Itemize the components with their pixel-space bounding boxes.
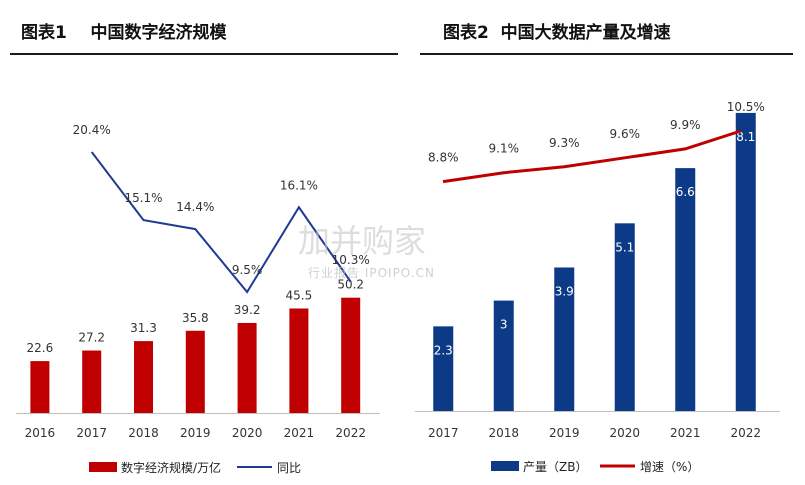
chart2-line-label: 9.9% <box>670 118 701 132</box>
chart2-x-tick: 2017 <box>428 426 459 440</box>
watermark-main: 加并购家 <box>298 222 426 260</box>
chart2-line-label: 8.8% <box>428 151 459 165</box>
chart1-bar <box>237 322 257 413</box>
chart1-bar-label: 27.2 <box>78 331 105 345</box>
chart1-line-label: 16.1% <box>280 178 318 192</box>
chart2-bar <box>735 112 756 412</box>
chart2-x-tick: 2020 <box>609 426 640 440</box>
chart1-bar <box>30 361 50 413</box>
chart1-x-tick: 2020 <box>232 426 263 440</box>
chart1-x-tick: 2019 <box>180 426 211 440</box>
chart1-x-tick: 2022 <box>335 426 366 440</box>
chart1-line-label: 14.4% <box>176 200 214 214</box>
chart2-line-label: 10.5% <box>727 100 765 114</box>
chart2-legend-bar-label: 产量（ZB） <box>523 460 587 474</box>
chart2-bar-label: 3.9 <box>555 284 574 298</box>
chart1-bar <box>289 308 309 413</box>
chart1-bar-label: 39.2 <box>234 303 261 317</box>
chart2-line-label: 9.6% <box>610 127 641 141</box>
chart2-bar-label: 3 <box>500 318 508 332</box>
chart1-x-tick: 2016 <box>25 426 56 440</box>
chart1-bar <box>341 297 361 413</box>
chart1-title-rule <box>10 53 398 55</box>
chart2-bar-label: 8.1 <box>736 130 755 144</box>
watermark-sub: 行业报告 IPOIPO.CN <box>308 265 435 280</box>
chart1-bar <box>134 341 153 413</box>
chart2-bar-label: 2.3 <box>434 343 453 357</box>
chart1-bar-label: 22.6 <box>27 341 54 355</box>
chart2-line-label: 9.3% <box>549 136 580 150</box>
chart1-line-label: 9.5% <box>232 263 263 277</box>
chart2-line-label: 9.1% <box>489 142 520 156</box>
chart2-x-tick: 2018 <box>488 426 519 440</box>
chart2-title: 图表2 中国大数据产量及增速 <box>443 23 671 43</box>
chart1-line-label: 15.1% <box>124 191 162 205</box>
chart2-bar <box>493 300 514 411</box>
chart2-bar-label: 6.6 <box>676 185 695 199</box>
chart1-line-label: 20.4% <box>73 123 111 137</box>
chart1-x-tick: 2018 <box>128 426 159 440</box>
chart2-legend-bar-swatch <box>491 461 519 471</box>
chart1-legend-line-label: 同比 <box>277 461 301 475</box>
chart1-bar <box>185 330 205 413</box>
chart1-line <box>90 151 352 294</box>
chart2-bar-label: 5.1 <box>615 240 634 254</box>
chart1-bar-label: 35.8 <box>182 311 209 325</box>
chart2-bar <box>433 326 454 411</box>
chart2-bar <box>614 223 635 411</box>
chart1-legend-bar-label: 数字经济规模/万亿 <box>121 460 221 475</box>
chart1-bar-label: 45.5 <box>286 288 313 302</box>
chart1-bar <box>82 350 102 413</box>
chart1-bar-label: 50.2 <box>337 278 364 292</box>
chart1-x-tick: 2017 <box>76 426 107 440</box>
chart2-x-tick: 2021 <box>670 426 701 440</box>
chart1-line-label: 10.3% <box>332 253 370 267</box>
chart1-bar-label: 31.3 <box>130 321 157 335</box>
chart2-title-rule <box>420 53 793 55</box>
chart2-x-tick: 2022 <box>730 426 761 440</box>
chart1-x-tick: 2021 <box>284 426 315 440</box>
chart2-x-tick: 2019 <box>549 426 580 440</box>
chart2-bar <box>554 267 575 411</box>
chart2-legend-line-label: 增速（%） <box>640 460 699 474</box>
chart2-line <box>442 129 742 184</box>
chart1-title: 图表1 中国数字经济规模 <box>21 23 227 43</box>
chart2-bar <box>675 168 696 411</box>
chart1-legend-bar-swatch <box>89 462 117 472</box>
